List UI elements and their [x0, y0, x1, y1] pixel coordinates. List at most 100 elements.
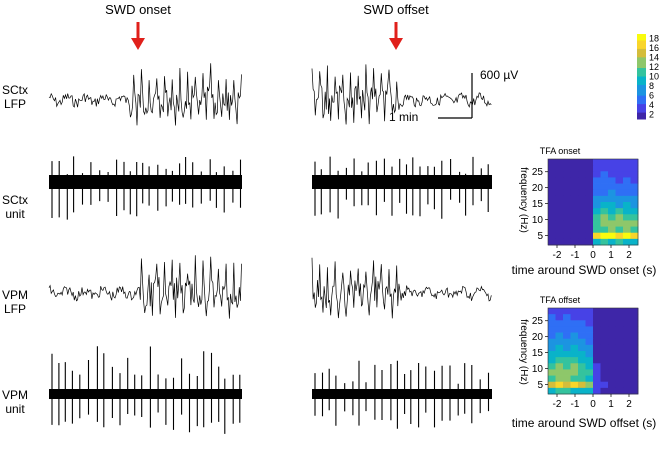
tfa-onset-cell [563, 159, 571, 166]
tfa-offset-cell [593, 375, 601, 383]
tfa-onset-cell [555, 214, 564, 221]
tfa-offset-cell [630, 381, 639, 389]
tfa-offset-cell [600, 375, 609, 383]
tfa-offset-cell [593, 320, 601, 327]
sctx-unit-offset-trace [312, 156, 492, 219]
tfa-onset-cell [593, 220, 601, 227]
tfa-offset-cell [585, 326, 594, 333]
colorbar-band [637, 106, 646, 109]
tfa-offset-cell [585, 344, 594, 352]
tfa-onset-cell [585, 195, 594, 203]
tfa-onset-cell [600, 214, 609, 221]
colorbar-band [637, 108, 646, 111]
colorbar-band [637, 57, 646, 60]
sctx-lfp-onset-trace [48, 63, 242, 126]
tfa-offset-cell [600, 363, 609, 370]
tfa-onset-cell [608, 232, 616, 240]
tfa-offset-cell [578, 314, 586, 321]
tfa-onset-y-tick-label: 25 [532, 167, 544, 178]
scale-bar-vertical-label: 600 µV [480, 68, 518, 82]
tfa-onset-cell [570, 183, 579, 191]
tfa-onset-cell [623, 202, 631, 209]
tfa-onset-cell [555, 226, 564, 234]
tfa-onset-x-tick-label: -2 [553, 250, 562, 261]
tfa-onset-cell [593, 189, 601, 197]
tfa-onset-cell [615, 189, 624, 197]
tfa-onset-cell [630, 171, 639, 178]
tfa-offset-cell [608, 387, 616, 395]
colorbar-band [637, 116, 646, 120]
tfa-onset-cell [555, 189, 564, 197]
colorbar-band [637, 36, 646, 39]
tfa-offset-cell [615, 351, 624, 358]
tfa-onset-cell [555, 232, 564, 240]
tfa-onset-cell [608, 202, 616, 209]
tfa-offset-cell [563, 308, 571, 315]
colorbar-tick-label: 8 [649, 81, 654, 91]
tfa-onset-cell [548, 189, 556, 197]
tfa-offset-cell [593, 369, 601, 376]
tfa-onset-cell [608, 226, 616, 234]
tfa-onset-cell [630, 238, 639, 246]
tfa-onset-cell [615, 171, 624, 178]
tfa-onset-cell [578, 226, 586, 234]
tfa-offset-cell [630, 314, 639, 321]
tfa-onset-cell [623, 159, 631, 166]
tfa-offset-cell [548, 375, 556, 383]
colorbar-tick-label: 16 [649, 43, 659, 53]
tfa-offset-cell [623, 308, 631, 315]
tfa-offset-cell [585, 369, 594, 376]
event-arrows [131, 22, 403, 50]
tfa-offset-cell [623, 314, 631, 321]
tfa-onset-cell [600, 165, 609, 172]
tfa-onset-cell [608, 177, 616, 184]
colorbar-band [637, 68, 646, 71]
tfa-offset-cell [548, 369, 556, 376]
tfa-onset-cell [615, 220, 624, 227]
tfa-onset-cell [630, 189, 639, 197]
tfa-offset-cell [623, 326, 631, 333]
tfa-onset-cell [570, 165, 579, 172]
tfa-offset-cell [563, 332, 571, 340]
tfa-offset-cell [615, 363, 624, 370]
tfa-onset-x-tick-label: 2 [626, 250, 632, 261]
tfa-offset-cell [593, 338, 601, 346]
tfa-onset-cell [593, 214, 601, 221]
tfa-onset-cell [585, 214, 594, 221]
tfa-onset-cell [600, 177, 609, 184]
tfa-onset-cell [585, 165, 594, 172]
tfa-offset-cell [570, 375, 579, 383]
tfa-onset-cell [600, 238, 609, 246]
tfa-onset-cell [548, 202, 556, 209]
tfa-offset-cell [593, 381, 601, 389]
tfa-onset-cell [600, 226, 609, 234]
tfa-onset-cell [578, 171, 586, 178]
tfa-onset-cell [555, 195, 564, 203]
tfa-onset-cell [615, 183, 624, 191]
tfa-offset-cell [608, 314, 616, 321]
tfa-offset-cell [570, 387, 579, 395]
tfa-offset-cell [563, 369, 571, 376]
colorbar-band [637, 63, 646, 67]
tfa-offset-cell [623, 381, 631, 389]
tfa-offset-cell [600, 308, 609, 315]
tfa-onset-cell [608, 214, 616, 221]
tfa-onset-cell [623, 238, 631, 246]
tfa-offset-cell [548, 338, 556, 346]
tfa-onset-cell [570, 208, 579, 215]
tfa-offset-cell [563, 314, 571, 321]
tfa-onset-cell [555, 171, 564, 178]
tfa-offset-cell [570, 351, 579, 358]
tfa-offset-cell [555, 351, 564, 358]
tfa-offset-cell [585, 314, 594, 321]
tfa-offset-cell [623, 363, 631, 370]
tfa-offset-cell [615, 375, 624, 383]
tfa-offset-cell [570, 332, 579, 340]
tfa-onset-cell [585, 232, 594, 240]
tfa-offset-cell [563, 344, 571, 352]
tfa-onset-cell [623, 208, 631, 215]
tfa-offset-y-tick-label: 15 [532, 348, 544, 359]
tfa-onset-cell [593, 202, 601, 209]
colorbar-band [637, 102, 646, 105]
tfa-offset-cell [548, 344, 556, 352]
